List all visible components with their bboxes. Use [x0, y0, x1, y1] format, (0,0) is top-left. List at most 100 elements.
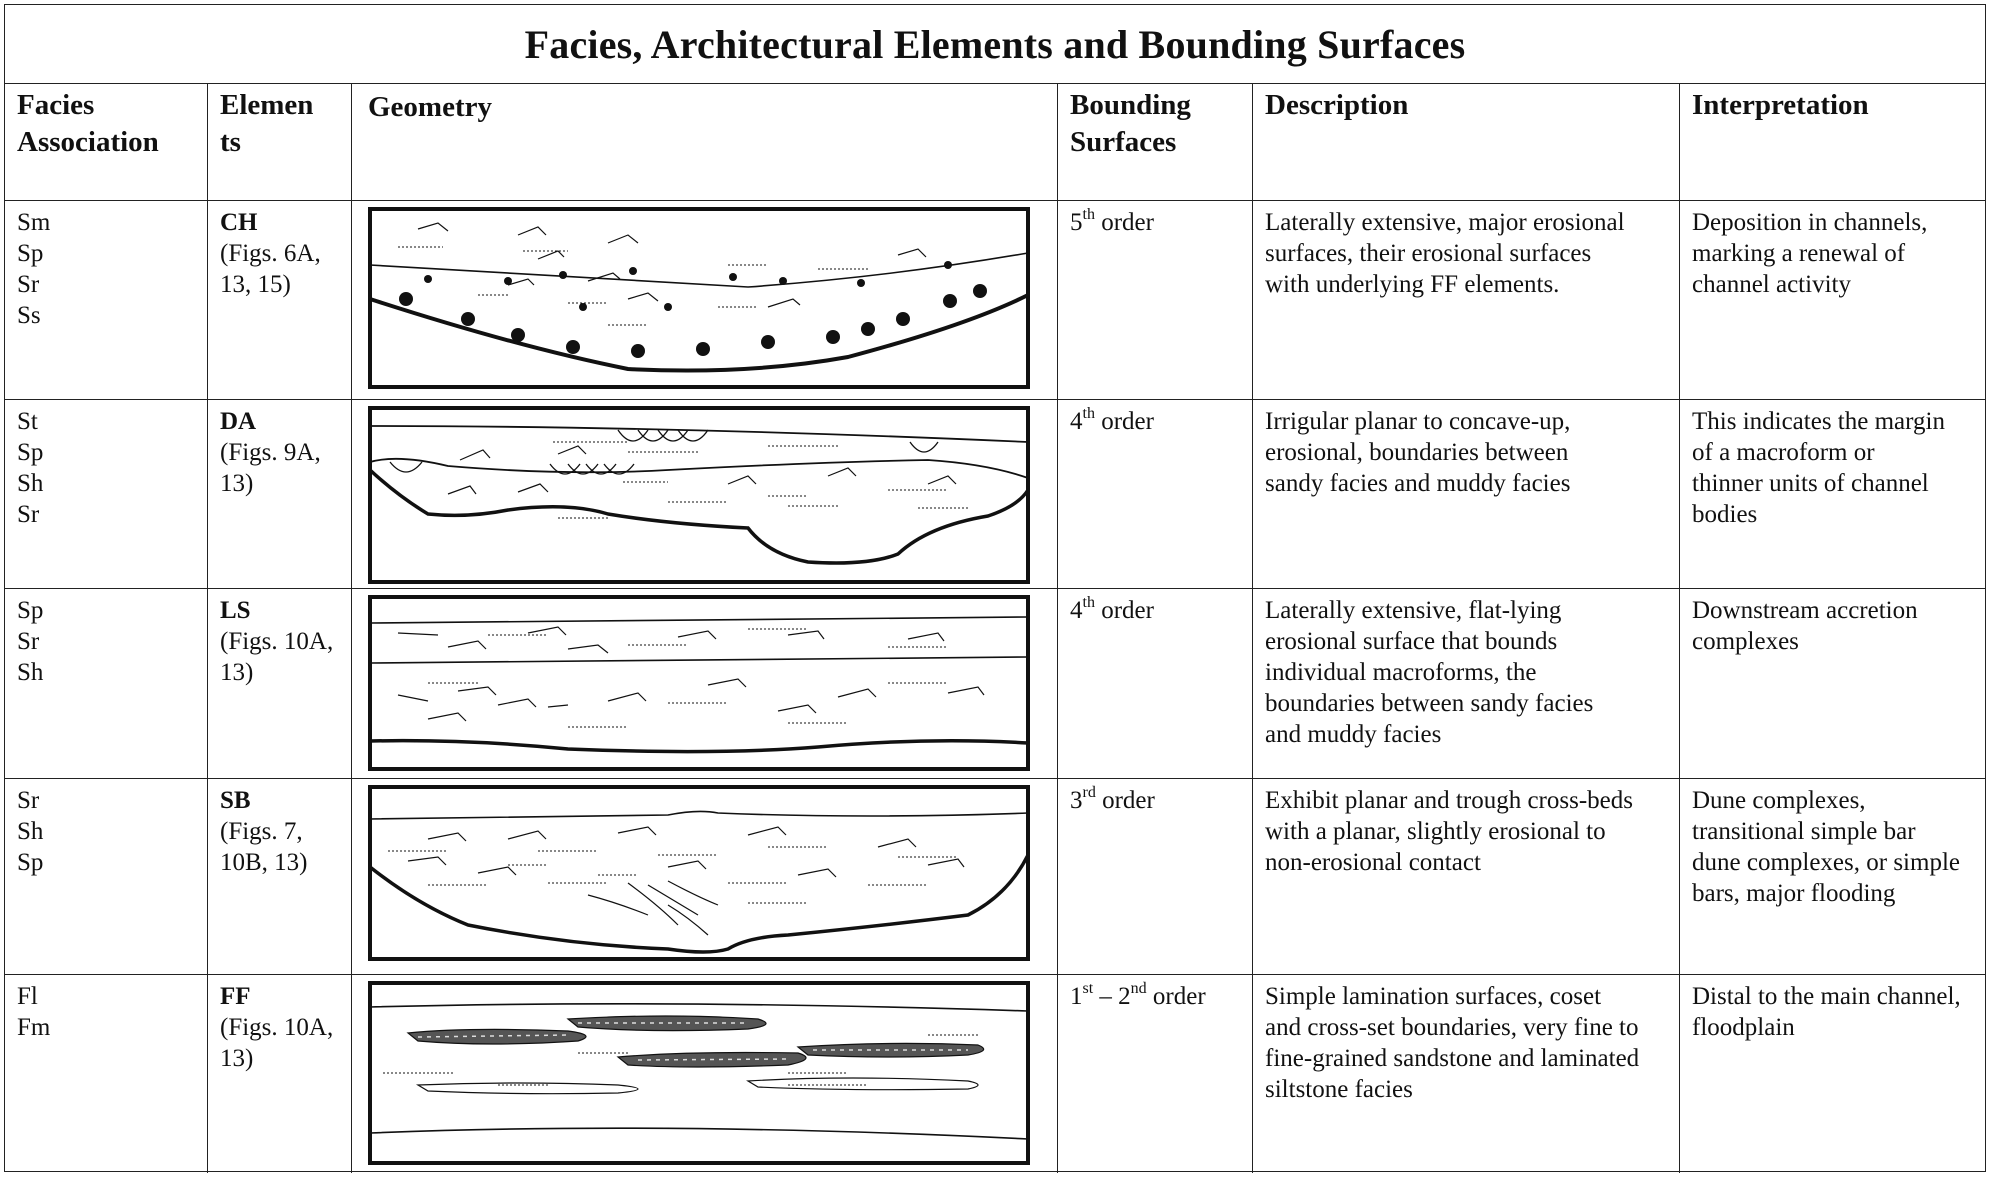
text-rows-2-description-1: erosional surface that bounds — [1265, 628, 1558, 655]
text-rows-3-order_num: 3 — [1070, 787, 1083, 814]
text-rows-3-facies-0: Sr — [17, 787, 40, 814]
text-rows-4-order_num: 1 — [1070, 983, 1083, 1010]
text-headers-description: Description — [1265, 89, 1409, 121]
table-title: Facies, Architectural Elements and Bound… — [524, 21, 1466, 67]
text-rows-1-figs-0: (Figs. 9A, — [220, 439, 321, 466]
header-elements: Elemen ts — [208, 83, 352, 200]
header-facies: Facies Association — [5, 83, 208, 200]
interpretation-cell: Downstream accretion complexes — [1680, 589, 1985, 778]
text-rows-3-interpretation-2: dune complexes, or simple — [1692, 849, 1960, 876]
text-rows-2-element: LS — [220, 597, 251, 624]
text-rows-2-interpretation-0: Downstream accretion — [1692, 597, 1918, 624]
text-rows-1-interpretation-0: This indicates the margin — [1692, 408, 1945, 435]
header-bounding-surfaces: Bounding Surfaces — [1058, 83, 1253, 200]
text-rows-4-figs-1: 13) — [220, 1045, 254, 1072]
text-rows-4-figs-0: (Figs. 10A, — [220, 1014, 334, 1041]
text-rows-3-interpretation-3: bars, major flooding — [1692, 880, 1896, 907]
text-rows-1-facies-2: Sh — [17, 470, 44, 497]
bounding-cell: 1st – 2nd order — [1058, 975, 1253, 1173]
text-headers-facies-1: Association — [17, 126, 159, 158]
interpretation-cell: Deposition in channels, marking a renewa… — [1680, 201, 1985, 399]
facies-cell: Sr Sh Sp — [5, 779, 208, 974]
ls-geometry-sketch — [368, 595, 1030, 771]
facies-cell: Sp Sr Sh — [5, 589, 208, 778]
text-rows-4-description-0: Simple lamination surfaces, coset — [1265, 983, 1602, 1010]
text-rows-0-description-2: with underlying FF elements. — [1265, 271, 1560, 298]
text-rows-2-order_num: 4 — [1070, 597, 1083, 624]
text-rows-0-order_sup: th — [1082, 205, 1095, 223]
text-rows-2-description-3: boundaries between sandy facies — [1265, 690, 1594, 717]
element-cell: DA (Figs. 9A, 13) — [208, 400, 352, 588]
text-rows-4-facies-1: Fm — [17, 1014, 51, 1041]
sb-geometry-sketch — [368, 785, 1030, 961]
ch-geometry-sketch — [368, 207, 1030, 389]
text-rows-0-order_suffix: order — [1094, 209, 1154, 236]
text-rows-3-order_suffix: order — [1095, 787, 1155, 814]
table-row-ff: Fl Fm FF (Figs. 10A, 13) — [5, 975, 1985, 1173]
facies-cell: St Sp Sh Sr — [5, 400, 208, 588]
header-row: Facies Association Elemen ts Geometry Bo… — [5, 83, 1985, 201]
element-cell: FF (Figs. 10A, 13) — [208, 975, 352, 1173]
text-rows-2-interpretation-1: complexes — [1692, 628, 1799, 655]
description-cell: Laterally extensive, flat-lying erosiona… — [1253, 589, 1680, 778]
text-rows-4-element: FF — [220, 983, 251, 1010]
text-rows-3-order_sup: rd — [1082, 783, 1096, 801]
geometry-cell — [352, 779, 1058, 974]
text-rows-0-element: CH — [220, 209, 258, 236]
text-headers-facies-0: Facies — [17, 89, 95, 121]
text-rows-0-facies-1: Sp — [17, 240, 44, 267]
text-rows-1-facies-1: Sp — [17, 439, 44, 466]
text-rows-1-facies-3: Sr — [17, 501, 40, 528]
text-rows-3-facies-2: Sp — [17, 849, 44, 876]
text-rows-3-figs-0: (Figs. 7, — [220, 818, 303, 845]
text-rows-1-order_suffix: order — [1094, 408, 1154, 435]
element-cell: SB (Figs. 7, 10B, 13) — [208, 779, 352, 974]
text-rows-3-description-2: non-erosional contact — [1265, 849, 1481, 876]
text-rows-0-order_num: 5 — [1070, 209, 1083, 236]
text-rows-0-interpretation-1: marking a renewal of — [1692, 240, 1906, 267]
text-rows-0-interpretation-2: channel activity — [1692, 271, 1851, 298]
description-cell: Laterally extensive, major erosional sur… — [1253, 201, 1680, 399]
facies-cell: Fl Fm — [5, 975, 208, 1173]
text-rows-3-facies-1: Sh — [17, 818, 44, 845]
text-rows-0-description-1: surfaces, their erosional surfaces — [1265, 240, 1592, 267]
text-rows-4-description-1: and cross-set boundaries, very fine to — [1265, 1014, 1639, 1041]
text-rows-2-facies-0: Sp — [17, 597, 44, 624]
text-rows-4-order_mid: – 2 — [1093, 983, 1131, 1010]
text-rows-3-figs-1: 10B, 13) — [220, 849, 308, 876]
geometry-cell — [352, 589, 1058, 778]
text-rows-1-facies-0: St — [17, 408, 38, 435]
facies-cell: Sm Sp Sr Ss — [5, 201, 208, 399]
text-rows-0-facies-0: Sm — [17, 209, 51, 236]
text-rows-2-order_sup: th — [1082, 593, 1095, 611]
table-row-da: St Sp Sh Sr DA (Figs. 9A, 13) — [5, 400, 1985, 589]
bounding-cell: 5th order — [1058, 201, 1253, 399]
text-rows-0-interpretation-0: Deposition in channels, — [1692, 209, 1928, 236]
description-cell: Irrigular planar to concave-up, erosiona… — [1253, 400, 1680, 588]
title-row: Facies, Architectural Elements and Bound… — [5, 5, 1985, 84]
text-headers-elements-1: ts — [220, 126, 241, 158]
header-geometry: Geometry — [352, 83, 1058, 200]
text-rows-1-order_sup: th — [1082, 404, 1095, 422]
text-rows-0-figs-0: (Figs. 6A, — [220, 240, 321, 267]
text-rows-2-order_suffix: order — [1094, 597, 1154, 624]
text-rows-3-interpretation-0: Dune complexes, — [1692, 787, 1866, 814]
element-cell: CH (Figs. 6A, 13, 15) — [208, 201, 352, 399]
text-rows-1-description-1: erosional, boundaries between — [1265, 439, 1569, 466]
text-rows-2-description-2: individual macroforms, the — [1265, 659, 1537, 686]
text-rows-1-interpretation-2: thinner units of channel — [1692, 470, 1929, 497]
text-headers-elements-0: Elemen — [220, 89, 314, 121]
text-rows-4-description-2: fine-grained sandstone and laminated — [1265, 1045, 1640, 1072]
header-description: Description — [1253, 83, 1680, 200]
geometry-cell — [352, 975, 1058, 1173]
text-rows-0-facies-3: Ss — [17, 302, 41, 329]
text-headers-bounding-1: Surfaces — [1070, 126, 1177, 158]
text-rows-4-interpretation-1: floodplain — [1692, 1014, 1795, 1041]
text-rows-1-figs-1: 13) — [220, 470, 254, 497]
interpretation-cell: This indicates the margin of a macroform… — [1680, 400, 1985, 588]
text-rows-0-description-0: Laterally extensive, major erosional — [1265, 209, 1625, 236]
text-rows-3-description-0: Exhibit planar and trough cross-beds — [1265, 787, 1633, 814]
geometry-cell — [352, 201, 1058, 399]
text-rows-1-description-0: Irrigular planar to concave-up, — [1265, 408, 1571, 435]
text-rows-2-figs-0: (Figs. 10A, — [220, 628, 334, 655]
